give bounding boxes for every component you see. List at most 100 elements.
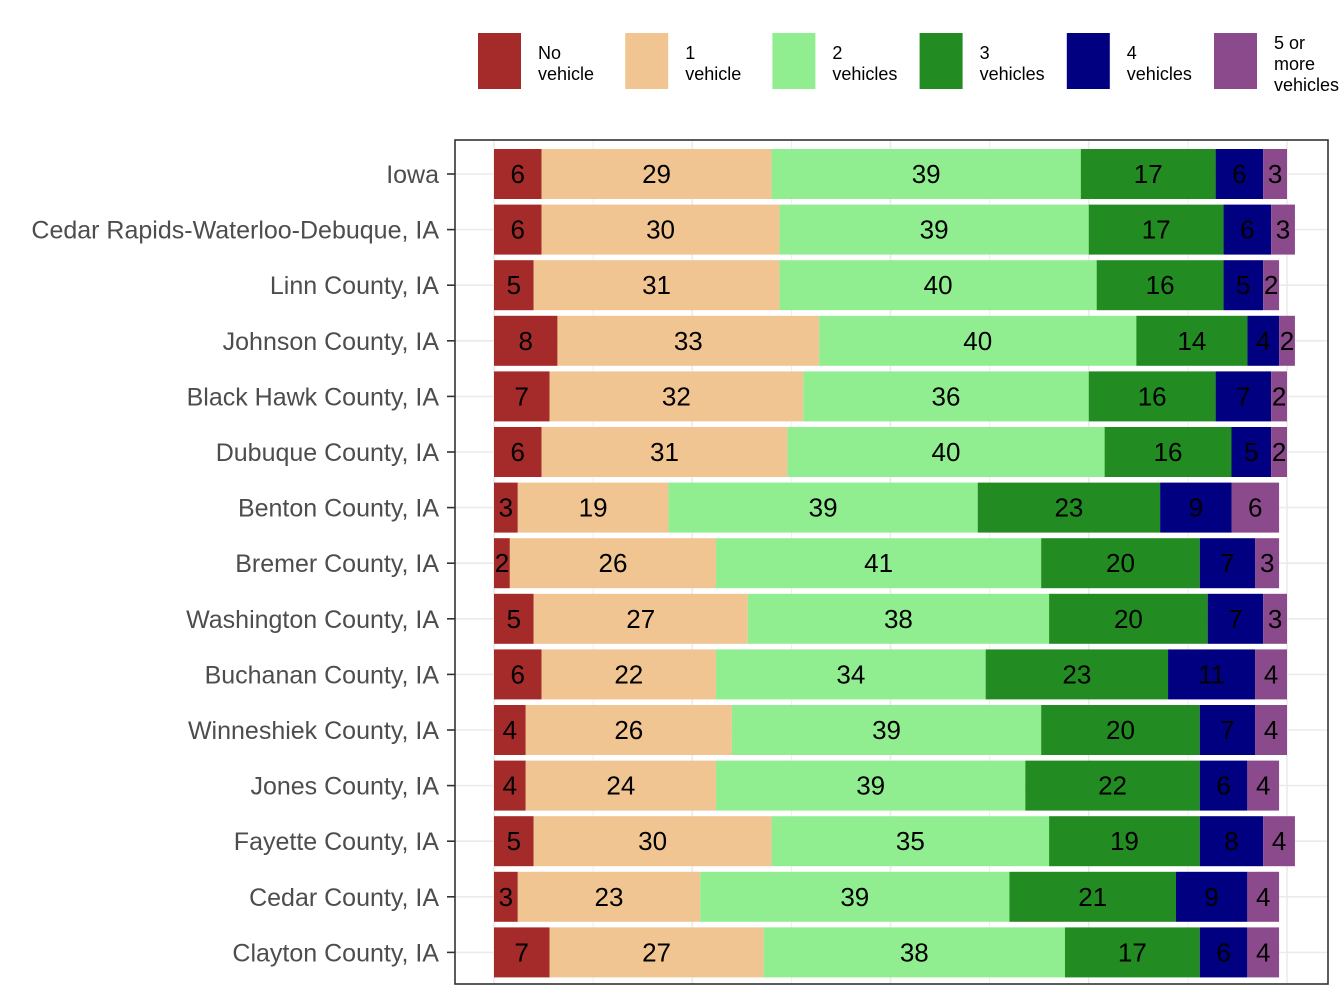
bar-segment <box>1255 649 1287 700</box>
bar-value-label: 31 <box>642 270 671 300</box>
bar-value-label: 5 <box>507 270 521 300</box>
bar-segment <box>494 371 550 422</box>
bar-segment <box>494 816 534 867</box>
bar-segment <box>1049 593 1208 644</box>
bar-value-label: 23 <box>595 882 624 912</box>
bar-value-label: 3 <box>1268 604 1282 634</box>
bar-value-label: 39 <box>809 493 838 523</box>
bar-segment <box>494 149 542 199</box>
bar-segment <box>1088 204 1224 255</box>
legend-key <box>1066 33 1110 89</box>
bar-value-label: 3 <box>499 882 513 912</box>
bar-value-label: 4 <box>503 715 517 745</box>
bar-value-label: 38 <box>900 937 929 967</box>
bar-segment <box>1263 149 1287 199</box>
bar-value-label: 3 <box>499 493 513 523</box>
bar-segment <box>1271 371 1287 422</box>
bar-value-label: 7 <box>1220 715 1234 745</box>
bar-segment <box>716 760 1026 811</box>
bar-segment <box>1223 260 1264 311</box>
bar-value-label: 9 <box>1189 493 1203 523</box>
bar-segment <box>1263 260 1280 311</box>
bar-value-label: 4 <box>1256 326 1270 356</box>
bar-value-label: 21 <box>1078 882 1107 912</box>
bar-segment <box>1049 816 1200 867</box>
bar-segment <box>1064 927 1200 978</box>
plot-area: 6 29 39 17 6 36 30 39 17 6 35 31 40 16 5 28 33 40 14 4 27 32 3… <box>31 139 1329 985</box>
bar-value-label: 6 <box>511 159 525 189</box>
legend-label: 5 or more vehicles <box>1274 33 1339 95</box>
bar-segment <box>1207 593 1264 644</box>
legend-item: No vehicle <box>478 33 594 89</box>
bar-value-label: 23 <box>1062 659 1091 689</box>
bar-value-label: 16 <box>1154 437 1183 467</box>
bar-segment <box>1199 538 1256 589</box>
bar-segment <box>1025 760 1200 811</box>
bar-segment <box>525 705 732 755</box>
bar-value-label: 6 <box>1232 159 1246 189</box>
legend-item: 1 vehicle <box>625 33 741 89</box>
bar-value-label: 30 <box>638 826 667 856</box>
bar-segment <box>1215 371 1272 422</box>
bar-segment <box>1080 149 1216 199</box>
bar-value-label: 16 <box>1138 381 1167 411</box>
bar-value-label: 19 <box>1110 826 1139 856</box>
bar-segment <box>1199 705 1256 755</box>
bar-segment <box>1199 760 1248 811</box>
bar-segment <box>1041 538 1200 589</box>
bar-segment <box>819 315 1137 366</box>
bar-segment <box>716 538 1042 589</box>
bar-segment <box>533 816 772 867</box>
legend-item: 4 vehicles <box>1066 33 1192 89</box>
y-axis-category-label: Benton County, IA <box>238 495 439 523</box>
bar-value-label: 6 <box>1248 493 1262 523</box>
bar-value-label: 14 <box>1177 326 1206 356</box>
bar-value-label: 40 <box>932 437 961 467</box>
y-axis-category-label: Cedar Rapids-Waterloo-Debuque, IA <box>31 217 439 245</box>
bar-value-label: 26 <box>598 548 627 578</box>
bar-segment <box>1231 482 1280 533</box>
bar-value-label: 3 <box>1260 548 1274 578</box>
bar-value-label: 6 <box>511 215 525 245</box>
bar-segment <box>517 482 669 533</box>
bar-segment <box>977 482 1161 533</box>
legend-key <box>919 33 963 89</box>
bar-value-label: 8 <box>518 326 532 356</box>
bar-segment <box>985 649 1169 700</box>
bar-segment <box>771 149 1081 199</box>
bar-segment <box>494 482 518 533</box>
legend-label: 1 vehicle <box>685 43 741 84</box>
bar-value-label: 17 <box>1142 215 1171 245</box>
bar-value-label: 5 <box>1236 270 1250 300</box>
bar-value-label: 24 <box>606 771 635 801</box>
bar-value-label: 39 <box>856 771 885 801</box>
bar-value-label: 23 <box>1054 493 1083 523</box>
bar-segment <box>700 871 1010 922</box>
bar-value-label: 7 <box>515 381 529 411</box>
bar-value-label: 6 <box>1240 215 1254 245</box>
bar-segment <box>1271 427 1287 477</box>
bar-segment <box>1199 816 1264 867</box>
bar-value-label: 6 <box>1216 771 1230 801</box>
y-axis-category-label: Cedar County, IA <box>249 884 439 912</box>
bar-value-label: 7 <box>515 937 529 967</box>
bar-value-label: 19 <box>579 493 608 523</box>
bar-value-label: 20 <box>1106 715 1135 745</box>
bar-value-label: 40 <box>963 326 992 356</box>
bar-segment <box>747 593 1050 644</box>
bar-segment <box>541 204 780 255</box>
legend-label: No vehicle <box>538 43 594 84</box>
bar-segment <box>1263 593 1287 644</box>
bar-value-label: 9 <box>1204 882 1218 912</box>
bar-value-label: 17 <box>1134 159 1163 189</box>
bar-value-label: 26 <box>614 715 643 745</box>
y-axis-category-label: Black Hawk County, IA <box>187 383 440 411</box>
bar-segment <box>1009 871 1176 922</box>
bar-segment <box>1255 705 1287 755</box>
legend-key <box>625 33 669 89</box>
bar-value-label: 20 <box>1106 548 1135 578</box>
bar-segment <box>1231 427 1272 477</box>
bar-segment <box>509 538 717 589</box>
bar-segment <box>1247 871 1280 922</box>
bar-segment <box>1160 482 1232 533</box>
